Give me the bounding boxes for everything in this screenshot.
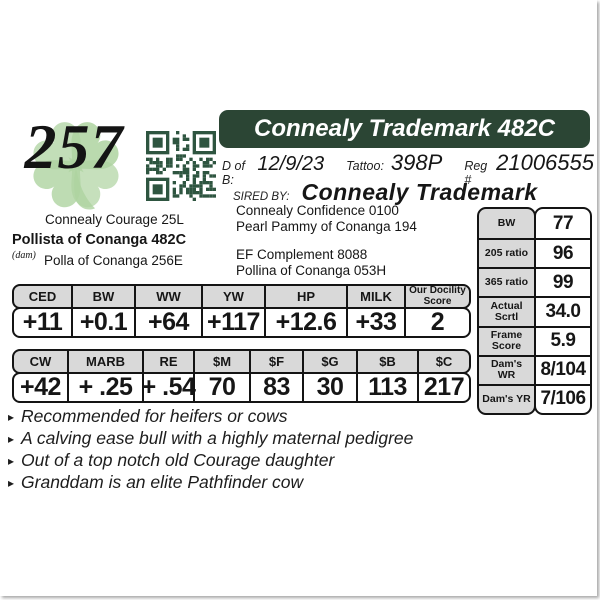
dob-value: 12/9/23 — [257, 153, 325, 175]
epd-header-bw: BW — [71, 286, 134, 307]
epd-header-dollar-c: $C — [417, 351, 469, 372]
sale-notes: ▸ Recommended for heifers or cows ▸ A ca… — [8, 406, 478, 494]
epd-dollar-header-row: CW MARB RE $M $F $G $B $C — [12, 349, 471, 374]
sired-by-row: SIRED BY: Connealy Trademark — [233, 179, 538, 206]
sired-by-label: SIRED BY: — [233, 191, 290, 203]
epd-primary-header-row: CED BW WW YW HP MILK Our Docility Score — [12, 284, 471, 309]
epd-header-ww: WW — [134, 286, 201, 307]
stats-value-dams-yr: 7/106 — [536, 383, 590, 413]
note-text: Recommended for heifers or cows — [21, 406, 288, 426]
epd-value-dollar-m: 70 — [193, 374, 249, 401]
note-text: A calving ease bull with a highly matern… — [21, 428, 414, 448]
sire-parents: Connealy Confidence 0100 Pearl Pammy of … — [236, 203, 417, 234]
epd-header-dollar-f: $F — [249, 351, 302, 372]
qr-code-icon — [146, 131, 216, 201]
animal-name-title: Connealy Trademark 482C — [253, 115, 556, 142]
epd-value-dollar-g: 30 — [302, 374, 356, 401]
epd-value-hp: +12.6 — [264, 309, 346, 336]
epd-value-yw: +117 — [201, 309, 264, 336]
dam-sire: Connealy Courage 25L — [45, 212, 184, 227]
reg-value: 21006555 — [496, 150, 594, 175]
four-leaf-clover-icon — [33, 122, 119, 210]
stats-label-dams-wr: Dam's WR — [479, 354, 534, 384]
stats-label-bw: BW — [497, 217, 516, 230]
bullet-icon: ▸ — [8, 432, 15, 446]
stats-value-column: 77 96 99 34.0 5.9 8/104 7/106 — [534, 207, 592, 415]
stats-label-365-ratio: 365 ratio — [479, 267, 534, 296]
epd-header-docility: Our Docility Score — [404, 286, 469, 307]
note-text: Granddam is an elite Pathfinder cow — [21, 472, 304, 492]
epd-primary-value-row: +11 +0.1 +64 +117 +12.6 +33 2 — [12, 307, 471, 338]
dam-parent-sire: EF Complement 8088 — [236, 247, 368, 262]
note-line: ▸ Granddam is an elite Pathfinder cow — [8, 472, 478, 494]
tattoo-value: 398P — [390, 150, 443, 175]
sire-dam: Pearl Pammy of Conanga 194 — [236, 218, 417, 234]
bullet-icon: ▸ — [8, 476, 15, 490]
epd-value-cw: +42 — [20, 373, 61, 401]
dam-parents: EF Complement 8088 Pollina of Conanga 05… — [236, 247, 386, 278]
stats-label-dams-yr: Dam's YR — [479, 383, 534, 413]
epd-header-cw: CW — [29, 354, 52, 369]
epd-header-marb: MARB — [67, 351, 142, 372]
epd-header-re: RE — [142, 351, 193, 372]
epd-header-milk: MILK — [346, 286, 404, 307]
stats-value-365-ratio: 99 — [536, 267, 590, 296]
stats-value-actual-scrotal: 34.0 — [536, 296, 590, 325]
dam-tag: (dam) — [12, 250, 36, 261]
epd-value-dollar-b: 113 — [356, 374, 417, 401]
epd-dollar-value-row: +42 + .25 + .54 70 83 30 113 217 — [12, 372, 471, 403]
note-line: ▸ Out of a top notch old Courage daughte… — [8, 450, 478, 472]
epd-value-milk: +33 — [346, 309, 404, 336]
stats-label-frame-score: Frame Score — [479, 325, 534, 355]
lot-number: 257 — [24, 111, 124, 182]
stats-label-205-ratio: 205 ratio — [479, 238, 534, 267]
note-line: ▸ A calving ease bull with a highly mate… — [8, 428, 478, 450]
stats-value-bw: 77 — [552, 212, 574, 234]
stats-label-actual-scrotal: Actual Scrtl — [479, 296, 534, 325]
epd-header-dollar-b: $B — [356, 351, 417, 372]
sire-name: Connealy Trademark — [301, 179, 538, 205]
dob-label: D of B: — [222, 159, 245, 187]
dam-name: Pollista of Conanga 482C — [12, 232, 187, 248]
dam-parent-dam: Pollina of Conanga 053H — [236, 262, 387, 278]
bullet-icon: ▸ — [8, 454, 15, 468]
epd-value-marb: + .25 — [67, 374, 142, 401]
epd-header-yw: YW — [201, 286, 264, 307]
epd-header-dollar-g: $G — [302, 351, 356, 372]
id-row: D of B: 12/9/23 Tattoo: 398P Reg # 21006… — [222, 150, 594, 187]
stats-value-frame-score: 5.9 — [536, 325, 590, 355]
epd-value-docility: 2 — [404, 309, 469, 336]
epd-header-dollar-m: $M — [193, 351, 249, 372]
stats-label-column: BW 205 ratio 365 ratio Actual Scrtl Fram… — [477, 207, 536, 415]
epd-value-ced: +11 — [22, 308, 63, 336]
sire-sire: Connealy Confidence 0100 — [236, 203, 399, 218]
dam-dam: Polla of Conanga 256E — [44, 253, 183, 268]
tattoo-label: Tattoo: — [346, 159, 384, 173]
epd-value-dollar-c: 217 — [417, 374, 469, 401]
stats-value-dams-wr: 8/104 — [536, 354, 590, 384]
epd-header-hp: HP — [264, 286, 346, 307]
bullet-icon: ▸ — [8, 410, 15, 424]
note-text: Out of a top notch old Courage daughter — [21, 450, 335, 470]
epd-value-re: + .54 — [141, 373, 196, 401]
title-bar: Connealy Trademark 482C — [219, 110, 590, 148]
epd-value-ww: +64 — [134, 309, 201, 336]
epd-header-ced: CED — [28, 289, 57, 304]
stats-value-205-ratio: 96 — [536, 238, 590, 267]
reg-label: Reg # — [464, 159, 488, 187]
epd-value-dollar-f: 83 — [249, 374, 302, 401]
epd-value-bw: +0.1 — [71, 309, 134, 336]
note-line: ▸ Recommended for heifers or cows — [8, 406, 478, 428]
